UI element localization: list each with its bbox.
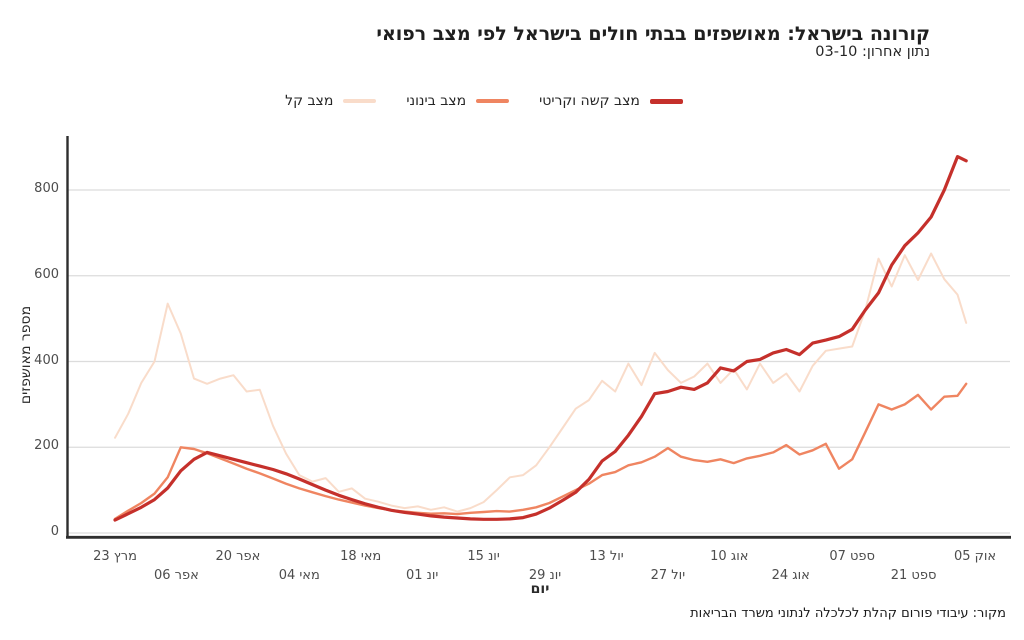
y-axis-title: מספר מאושפזים [18,305,34,405]
page-subtitle: נתון אחרון: 03-10 [815,44,930,60]
x-tick-label-0: מרץ 23 [93,549,137,564]
x-tick-label-9: יול 27 [650,568,686,583]
x-tick-label-2: אפר 20 [215,549,261,564]
page-title: קורונה בישראל: מאושפזים בבתי חולים בישרא… [376,22,930,45]
legend-label-severe-critical: מצב קשה וקריטי [539,93,640,109]
legend: מצב קשה וקריטי מצב בינוני מצב קל [244,88,724,114]
legend-label-moderate: מצב בינוני [406,93,467,109]
series-line-mild [114,252,968,513]
x-tick-label-13: ספט 21 [890,568,937,583]
y-tick-label-200: 200 [34,438,59,454]
x-tick-label-3: מאי 04 [278,568,320,583]
x-tick-label-5: יונ 01 [405,568,439,583]
x-tick-label-14: אוק 05 [953,549,997,564]
y-tick-label-800: 800 [34,181,59,196]
legend-swatch-severe-critical [649,98,683,104]
x-tick-label-12: ספט 07 [829,549,875,564]
y-tick-label-600: 600 [34,266,59,282]
legend-item-severe-critical: מצב קשה וקריטי [539,93,683,109]
y-tick-label-400: 400 [34,352,59,368]
x-tick-label-1: אפר 06 [154,568,199,583]
legend-label-mild: מצב קל [285,93,334,109]
source-note: מקור: עיבודי פורום קהלת לכלכלה לנתוני מש… [690,606,1006,621]
series-line-moderate [113,382,968,521]
legend-swatch-mild [343,99,377,103]
legend-item-moderate: מצב בינוני [406,93,510,109]
x-tick-label-8: יול 13 [589,549,624,564]
x-tick-label-7: יונ 29 [528,568,562,583]
legend-swatch-moderate [476,99,510,103]
x-axis-title: יום [530,581,550,597]
x-tick-label-11: אוג 24 [771,568,810,583]
series-line-severe-critical [113,155,968,522]
x-tick-label-10: אוג 10 [710,549,749,564]
y-tick-label-0: 0 [50,524,59,539]
x-tick-label-4: מאי 18 [340,549,382,564]
legend-item-mild: מצב קל [285,93,377,109]
x-tick-label-6: יונ 15 [467,549,500,564]
